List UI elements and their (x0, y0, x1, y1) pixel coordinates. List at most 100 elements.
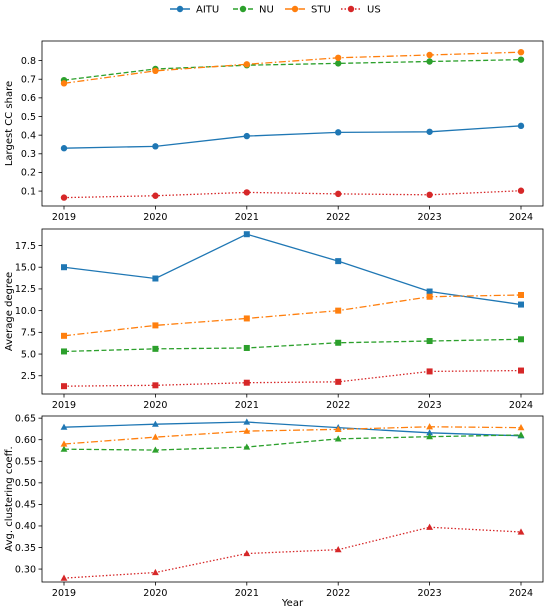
legend-label-us: US (367, 5, 381, 16)
y-tick-label: 0.5 (21, 112, 36, 123)
x-tick-label: 2021 (235, 212, 259, 223)
series-line-us (63, 190, 522, 199)
series-line-us (63, 526, 522, 579)
x-tick-label: 2020 (143, 588, 167, 599)
series-stu (61, 292, 524, 339)
data-point-us (426, 368, 433, 375)
series-aitu (61, 231, 524, 308)
series-stu (60, 48, 525, 87)
x-tick-label: 2021 (235, 400, 259, 411)
y-tick-label: 10.0 (15, 306, 36, 317)
axes-frame (41, 228, 544, 395)
series-nu (60, 431, 525, 453)
x-tick-label: 2024 (509, 212, 533, 223)
legend-label-nu: NU (259, 5, 274, 16)
data-point-stu (518, 292, 524, 298)
legend-item-us: US (341, 5, 381, 16)
panel-largest-cc: 2019 2020 2021 2022 2023 2024 0.1 0.2 0.3 0.4 0.5 0… (4, 40, 544, 223)
data-point-us (518, 367, 524, 374)
legend-marker-us (347, 5, 355, 13)
y-tick-label: 7.5 (21, 328, 36, 339)
data-point-aitu (152, 420, 159, 427)
panel-average-degree: 2019 2020 2021 2022 2023 2024 2.5 5.0 7.5 10.0 12.… (4, 228, 544, 411)
data-point-nu (335, 60, 342, 67)
data-point-stu (243, 315, 250, 322)
x-tick-label: 2020 (143, 400, 167, 411)
data-point-stu (61, 332, 67, 339)
data-point-aitu (61, 264, 67, 271)
x-tick-label: 2019 (52, 588, 76, 599)
data-point-us (517, 528, 525, 535)
y-axis-label: Largest CC share (4, 81, 15, 166)
series-aitu (60, 418, 525, 439)
y-axis-label: Average degree (4, 272, 15, 351)
data-point-aitu (426, 429, 433, 436)
data-point-aitu (152, 275, 159, 282)
series-nu (61, 336, 524, 355)
legend-item-stu: STU (285, 5, 331, 16)
data-point-stu (426, 423, 433, 430)
data-point-stu (243, 427, 251, 434)
legend-item-nu: NU (233, 5, 274, 16)
y-tick-label: 0.65 (15, 413, 36, 424)
y-tick-label: 0.60 (15, 435, 36, 446)
series-line-us (63, 369, 522, 387)
y-tick-label: 0.35 (15, 543, 36, 554)
data-point-aitu (426, 288, 433, 295)
data-point-nu (334, 435, 342, 442)
series-line-stu (63, 426, 522, 445)
panel-clustering: 2019 2020 2021 2022 2023 2024 0.30 0.35 0.40 0.45… (4, 413, 544, 609)
data-point-us (152, 568, 159, 576)
y-tick-label: 0.40 (15, 521, 36, 532)
x-axis-label: Year (281, 598, 304, 609)
data-point-us (243, 549, 251, 557)
data-point-stu (426, 51, 433, 59)
data-point-stu (152, 67, 159, 75)
data-point-aitu (243, 132, 250, 140)
x-tick-label: 2022 (326, 400, 350, 411)
legend-label-aitu: AITU (196, 5, 219, 16)
data-point-nu (517, 431, 525, 438)
data-point-stu (243, 61, 250, 68)
y-axis-label: Avg. clustering coeff. (4, 446, 15, 551)
series-aitu (60, 122, 525, 152)
data-point-us (426, 523, 433, 530)
legend: AITU NU STU US (170, 5, 381, 16)
data-point-nu (517, 56, 525, 63)
data-point-us (335, 378, 342, 385)
series-line-nu (63, 58, 522, 81)
data-point-us (334, 546, 342, 553)
data-point-stu (152, 322, 159, 329)
data-point-aitu (335, 129, 342, 136)
data-point-nu (61, 348, 67, 355)
series-us (61, 367, 524, 390)
data-point-stu (60, 440, 68, 447)
x-tick-label: 2022 (326, 212, 350, 223)
x-tick-label: 2023 (418, 212, 442, 223)
x-tick-label: 2023 (418, 400, 442, 411)
data-point-aitu (426, 128, 433, 135)
data-point-aitu (518, 301, 524, 308)
y-tick-label: 12.5 (15, 284, 36, 295)
data-point-stu (152, 433, 159, 440)
x-tick-label: 2023 (418, 588, 442, 599)
series-us (60, 523, 525, 581)
series-us (60, 187, 525, 201)
data-point-nu (152, 446, 159, 453)
x-tick-label: 2021 (235, 588, 259, 599)
x-tick-label: 2022 (326, 588, 350, 599)
data-point-stu (517, 424, 525, 431)
y-tick-label: 5.0 (21, 349, 36, 360)
series-line-aitu (63, 233, 522, 306)
y-tick-label: 0.45 (15, 500, 36, 511)
series-line-nu (63, 434, 522, 451)
y-tick-label: 0.4 (21, 130, 36, 141)
data-point-aitu (60, 423, 68, 430)
data-point-us (243, 189, 250, 196)
legend-marker-aitu (176, 5, 184, 13)
data-point-stu (334, 425, 342, 432)
data-point-us (335, 190, 342, 198)
data-point-nu (426, 58, 433, 65)
legend-label-stu: STU (311, 5, 331, 16)
y-tick-label: 0.2 (21, 168, 36, 179)
